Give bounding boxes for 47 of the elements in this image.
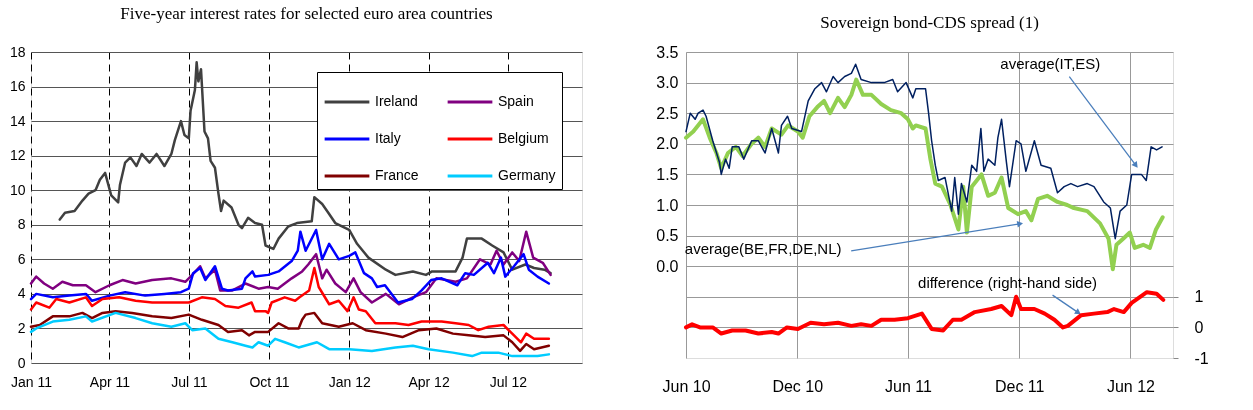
x-tick-label: Jun 10 [662,377,711,395]
x-tick-label: Jun 12 [1106,377,1156,395]
chart-title: Sovereign bond-CDS spread (1) [820,13,1039,32]
legend-label: Spain [498,93,534,109]
y-tick-label: 4 [17,285,26,302]
y-tick-label: 6 [17,250,26,267]
legend-label: Belgium [498,130,549,146]
legend-label: Germany [498,167,556,183]
y-tick-label: 2.0 [656,135,679,153]
y-tick-label: 2 [17,319,26,336]
chart-title: Five-year interest rates for selected euro area countries [120,4,493,23]
x-tick-label: Apr 12 [408,373,450,390]
y-tick-label: 18 [9,43,26,60]
annotation: difference (right-hand side) [918,274,1098,292]
y2-tick-label: -1 [1194,349,1209,367]
annotation: average(BE,FR,DE,NL) [684,239,842,257]
x-tick-label: Dec 10 [772,377,824,395]
y-tick-label: 2.5 [656,104,679,122]
annotation: average(IT,ES) [1000,54,1101,72]
y-tick-label: 12 [9,147,26,164]
y-tick-label: 0.0 [656,257,679,275]
y2-tick-label: 0 [1194,318,1204,336]
y-tick-label: 14 [9,112,26,129]
legend-label: Ireland [375,93,418,109]
x-tick-label: Jun 11 [884,377,932,395]
y-tick-label: 0 [17,354,26,371]
y-tick-label: 3.5 [656,43,679,61]
line-series [684,290,1166,336]
x-tick-label: Jan 12 [328,373,371,390]
x-tick-label: Jul 12 [489,373,528,390]
line-series [684,77,1165,272]
y-tick-label: 3.0 [656,74,679,92]
y-tick-label: 0.5 [656,227,679,245]
line-series [29,266,551,344]
y-tick-label: 16 [9,78,26,95]
y-tick-label: 8 [17,216,26,233]
y-tick-label: 1.5 [656,165,679,183]
legend-label: Italy [375,130,401,146]
x-tick-label: Jan 11 [11,373,53,390]
x-tick-label: Oct 11 [249,373,290,390]
x-tick-label: Dec 11 [994,377,1045,395]
legend-label: France [375,167,419,183]
x-tick-label: Apr 11 [89,373,131,390]
y-tick-label: 1.0 [656,196,679,214]
x-tick-label: Jul 11 [171,373,208,390]
y-tick-label: 10 [9,181,26,198]
y2-tick-label: 1 [1194,288,1204,306]
